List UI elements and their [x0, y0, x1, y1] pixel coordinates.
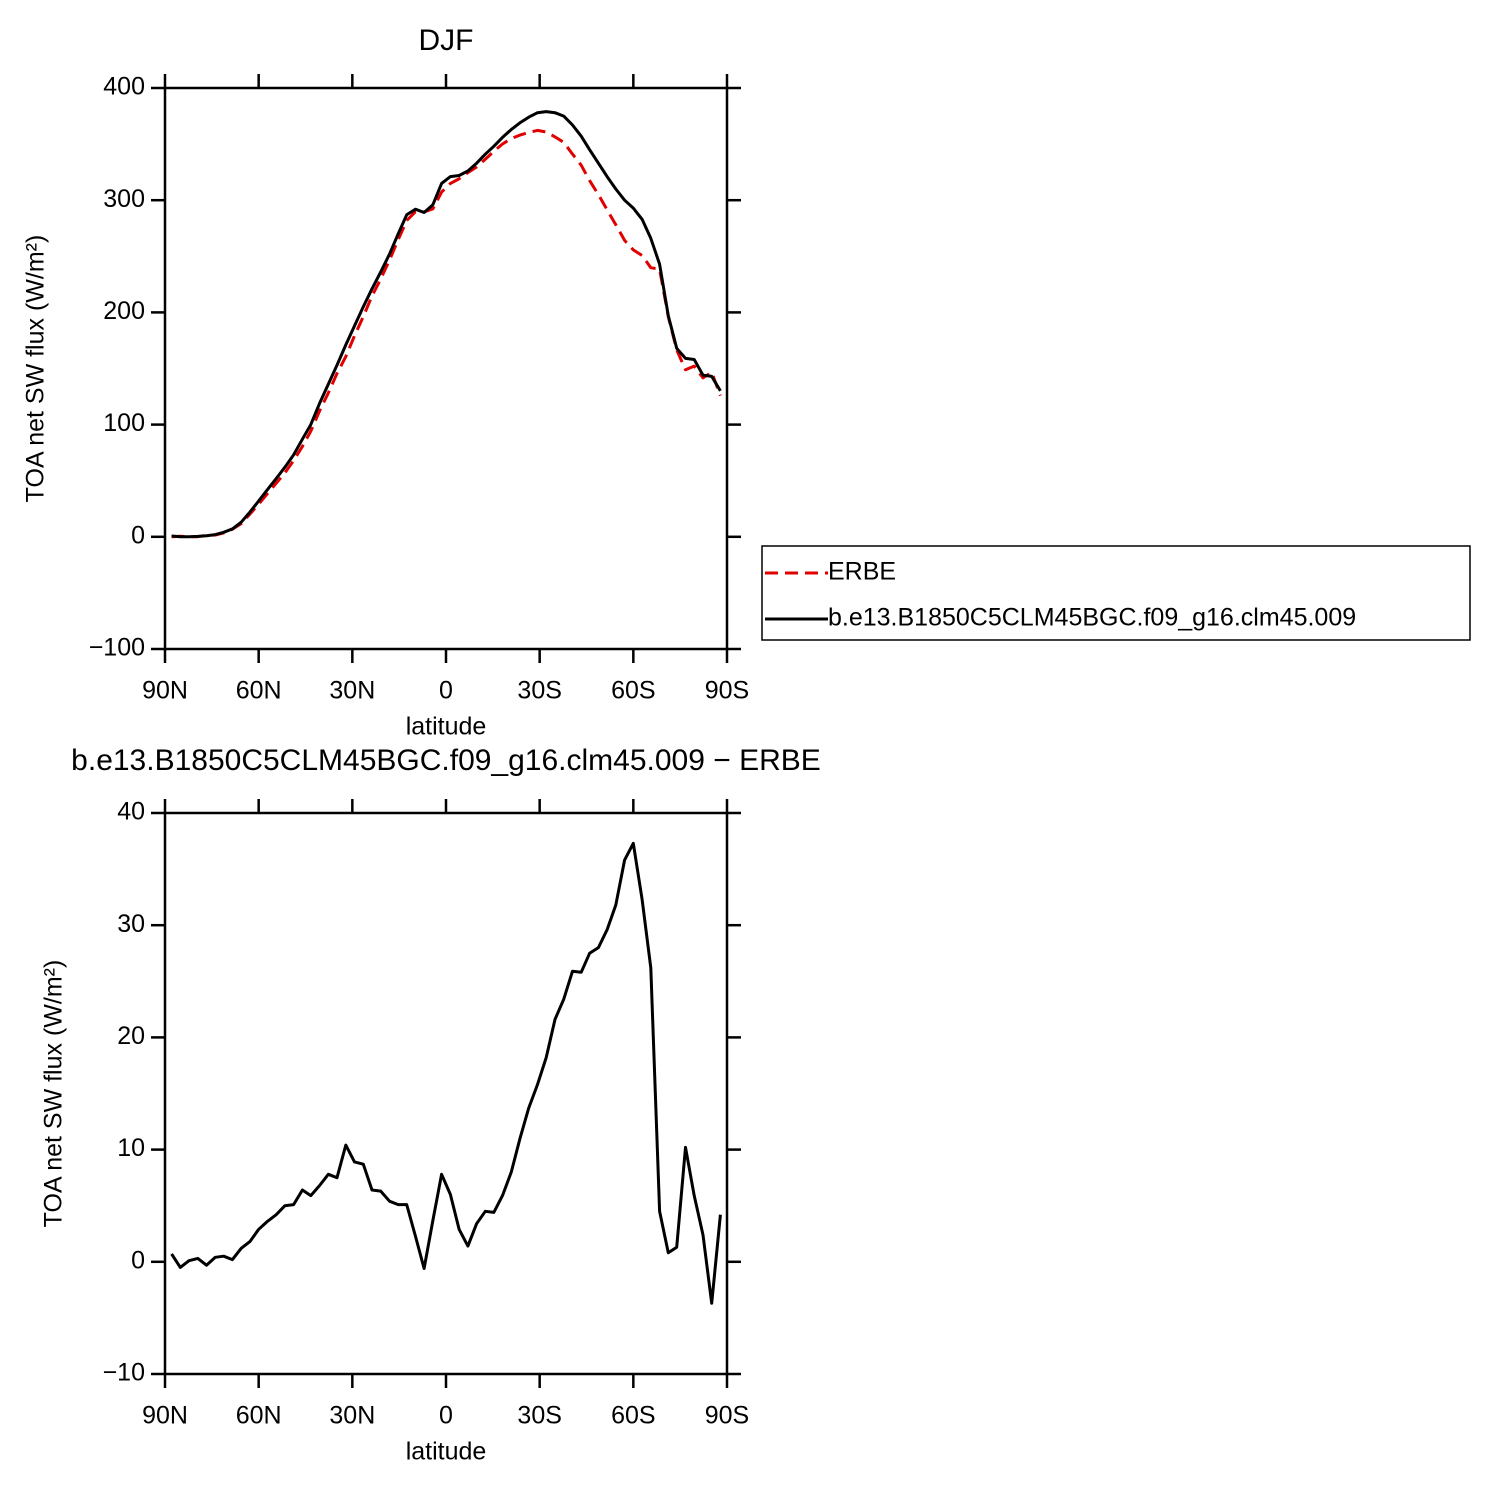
data-line — [170, 841, 722, 1305]
x-tick-label: 90S — [705, 677, 749, 705]
legend-label: ERBE — [828, 558, 896, 586]
x-tick-label: 30S — [517, 677, 561, 705]
x-tick-label: 30N — [329, 1402, 375, 1430]
y-tick-label: 40 — [117, 798, 145, 826]
x-axis-label: latitude — [406, 1438, 487, 1466]
x-tick-label: 90N — [142, 1402, 188, 1430]
y-tick-label: −10 — [103, 1359, 145, 1387]
y-tick-label: 30 — [117, 910, 145, 938]
y-tick-label: 200 — [103, 297, 145, 325]
y-tick-label: 400 — [103, 73, 145, 101]
y-axis-label: TOA net SW flux (W/m²) — [40, 960, 68, 1228]
x-tick-label: 30S — [517, 1402, 561, 1430]
y-tick-label: −100 — [89, 634, 145, 662]
data-line — [171, 128, 722, 539]
y-tick-label: 10 — [117, 1134, 145, 1162]
y-tick-label: 0 — [131, 521, 145, 549]
plot-frame — [163, 86, 729, 651]
y-tick-label: 20 — [117, 1022, 145, 1050]
y-tick-label: 0 — [131, 1246, 145, 1274]
y-tick-label: 300 — [103, 185, 145, 213]
x-tick-label: 60N — [236, 1402, 282, 1430]
data-line — [171, 110, 722, 539]
y-axis-label: TOA net SW flux (W/m²) — [22, 235, 50, 503]
x-tick-label: 60S — [611, 677, 655, 705]
x-tick-label: 0 — [439, 1402, 453, 1430]
x-tick-label: 60N — [236, 677, 282, 705]
x-axis-label: latitude — [406, 713, 487, 741]
chart-title: DJF — [419, 24, 474, 57]
x-tick-label: 90N — [142, 677, 188, 705]
x-tick-label: 30N — [329, 677, 375, 705]
x-tick-label: 0 — [439, 677, 453, 705]
y-tick-label: 100 — [103, 409, 145, 437]
x-tick-label: 90S — [705, 1402, 749, 1430]
x-tick-label: 60S — [611, 1402, 655, 1430]
legend-box — [761, 545, 1471, 641]
chart-title: b.e13.B1850C5CLM45BGC.f09_g16.clm45.009 … — [71, 744, 821, 777]
legend-label: b.e13.B1850C5CLM45BGC.f09_g16.clm45.009 — [828, 604, 1356, 632]
plot-frame — [163, 811, 729, 1376]
